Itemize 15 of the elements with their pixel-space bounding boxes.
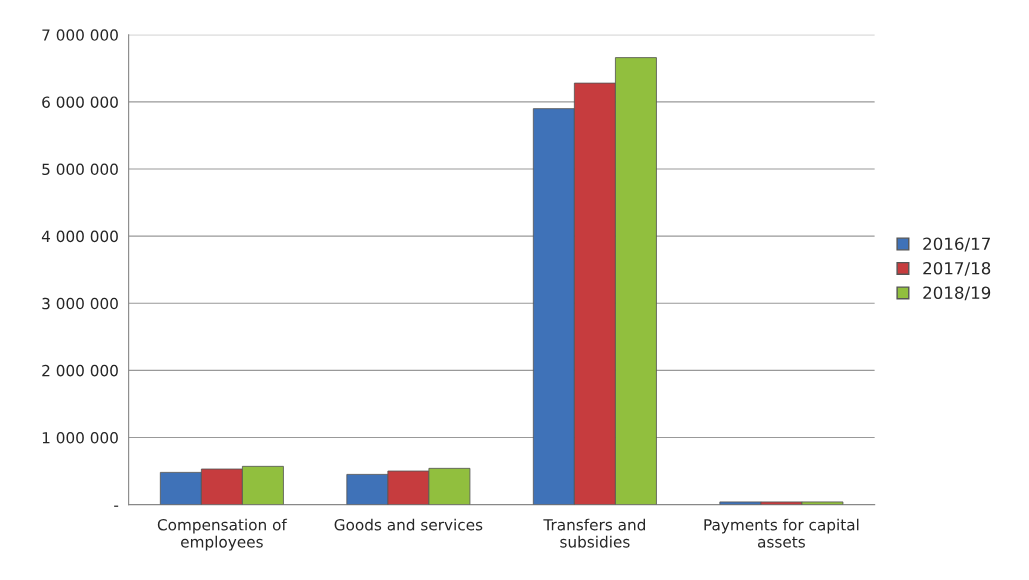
legend-label: 2016/17 bbox=[923, 237, 990, 252]
y-tick-label: 4 000 000 bbox=[41, 230, 118, 243]
y-tick-label: 3 000 000 bbox=[42, 297, 118, 310]
y-tick-label: 5 000 000 bbox=[42, 163, 118, 176]
y-tick-label: - bbox=[114, 505, 119, 507]
y-tick-label: 6 000 000 bbox=[42, 96, 118, 108]
x-tick-label: Goods and services bbox=[334, 518, 483, 531]
y-tick-label: 1 000 000 bbox=[42, 431, 118, 444]
legend-label: 2017/18 bbox=[923, 261, 991, 276]
x-tick-label: Payments for capital assets bbox=[704, 518, 859, 548]
legend-label: 2018/19 bbox=[923, 286, 991, 301]
x-tick-label: Transfers and subsidies bbox=[543, 518, 645, 548]
x-tick-label: Compensation of employees bbox=[157, 518, 288, 551]
y-tick-label: 7 000 000 bbox=[42, 29, 118, 41]
y-tick-label: 2 000 000 bbox=[42, 364, 118, 377]
